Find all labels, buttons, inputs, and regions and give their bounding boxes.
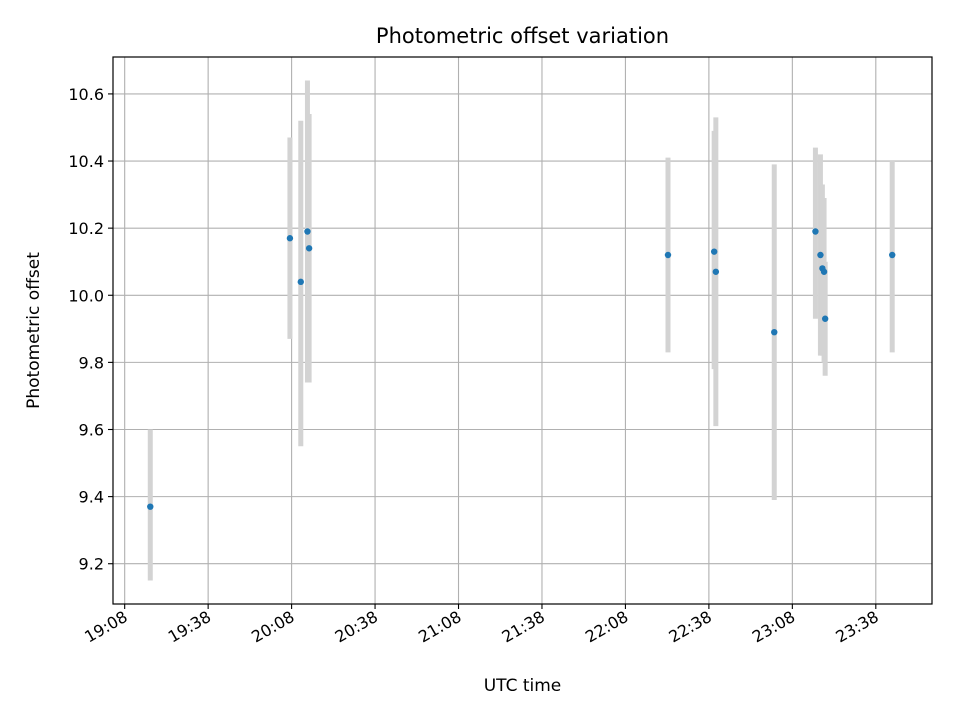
data-point [304,228,311,235]
data-point [147,503,154,510]
y-axis-label: Photometric offset [24,252,44,409]
data-point [821,315,829,322]
data-point [710,248,718,255]
plot-frame [112,56,933,605]
data-points [147,228,896,510]
data-point [305,245,313,252]
data-point [286,235,294,242]
data-point [664,251,672,259]
y-axis-ticks: 9.2 9.4 9.6 9.8 10.0 10.2 10.4 10.6 [68,85,113,574]
y-tick-label: 9.4 [79,488,104,507]
data-point [812,228,819,235]
data-point [297,278,304,286]
x-axis-label: UTC time [484,676,562,696]
y-tick-label: 10.6 [68,85,104,104]
data-point [817,251,824,259]
y-tick-label: 10.2 [68,219,104,238]
data-point [771,328,778,336]
data-point [889,251,896,259]
y-tick-label: 9.2 [79,555,104,574]
y-tick-label: 10.4 [68,152,104,171]
plot-area [113,57,932,604]
chart-title: Photometric offset variation [376,24,669,48]
data-point [712,268,720,275]
y-tick-label: 10.0 [68,286,104,305]
y-tick-label: 9.6 [79,420,104,439]
data-point [820,268,828,275]
y-tick-label: 9.8 [79,353,104,372]
